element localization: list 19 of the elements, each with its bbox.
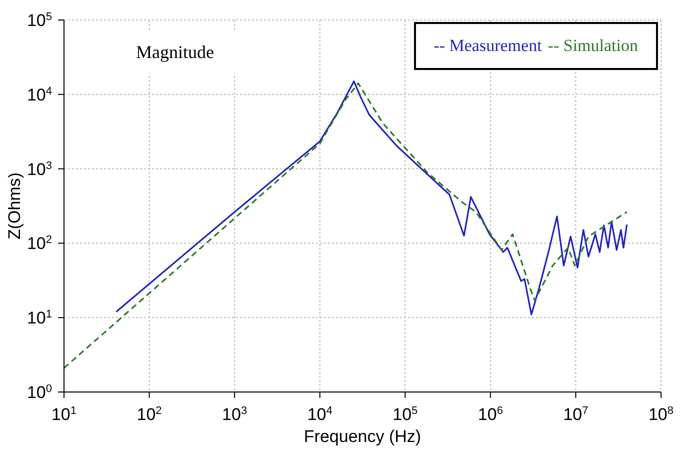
y-tick-label: 10$^{0}$ xyxy=(26,383,52,402)
y-tick-label: 10$^{4}$ xyxy=(26,85,52,104)
text: -- Measurement xyxy=(434,36,542,55)
y-axis-title: Z(Ohms) xyxy=(5,172,24,240)
x-tick-label: 10$^{5}$ xyxy=(392,405,418,424)
x-tick-label: 10$^{8}$ xyxy=(648,405,674,424)
x-tick-label: 10$^{1}$ xyxy=(51,405,77,424)
y-tick-label: 10$^{2}$ xyxy=(26,234,52,254)
x-tick-label: 10$^{6}$ xyxy=(478,405,503,424)
x-tick-label: 10$^{4}$ xyxy=(307,405,332,424)
x-tick-label: 10$^{2}$ xyxy=(136,405,162,424)
x-tick-label: 10$^{7}$ xyxy=(563,405,588,424)
annotation: Magnitude xyxy=(108,32,242,73)
x-axis-title: Frequency (Hz) xyxy=(304,427,422,446)
y-tick-label: 10$^{1}$ xyxy=(26,308,52,328)
x-tick-label: 10$^{3}$ xyxy=(222,405,248,424)
y-tick-label: 10$^{3}$ xyxy=(26,160,52,179)
y-tick-label: 10$^{5}$ xyxy=(26,11,52,30)
text: -- Simulation xyxy=(548,36,638,55)
